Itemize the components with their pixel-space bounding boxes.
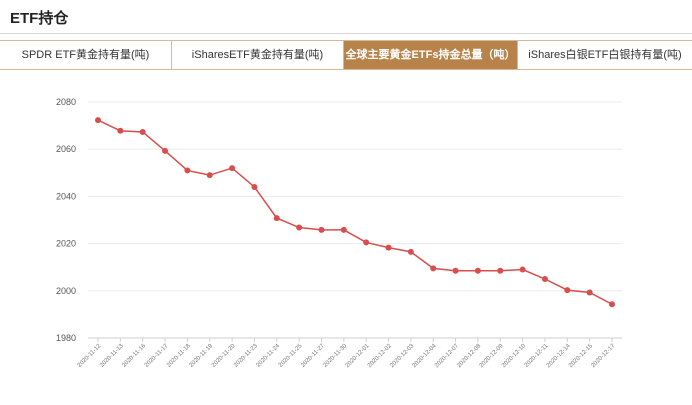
data-point <box>474 267 481 274</box>
tab-spdr-gold[interactable]: SPDR ETF黄金持有量(吨) <box>0 41 172 69</box>
etf-holdings-line-chart: 1980 2000 2020 2040 2060 2080 2020-11-122020-… <box>56 97 622 369</box>
data-point <box>609 301 615 308</box>
data-point <box>139 128 146 135</box>
data-point <box>229 165 236 172</box>
data-point <box>162 147 169 154</box>
data-point <box>251 183 258 190</box>
data-point <box>318 226 325 233</box>
tab-bar: SPDR ETF黄金持有量(吨) iSharesETF黄金持有量(吨) 全球主要… <box>0 40 692 70</box>
y-tick-label: 2080 <box>56 97 76 107</box>
data-point <box>497 267 504 274</box>
data-point <box>541 276 548 282</box>
x-tick-label: 2020-12-17 <box>590 343 616 369</box>
y-tick-label: 1980 <box>56 333 76 343</box>
tab-ishares-silver[interactable]: iShares白银ETF白银持有量(吨) <box>528 49 682 61</box>
data-point <box>385 244 392 251</box>
tab-global-gold-etfs[interactable]: 全球主要黄金ETFs持金总量（吨） <box>344 41 518 69</box>
data-point <box>430 265 437 272</box>
page-title: ETF持仓 <box>10 10 69 27</box>
title-divider <box>0 33 692 34</box>
data-point <box>95 117 101 124</box>
data-point <box>296 224 303 231</box>
data-points <box>95 117 615 308</box>
y-tick-label: 2000 <box>56 286 76 296</box>
x-axis: 2020-11-122020-11-132020-11-162020-11-17… <box>77 338 617 369</box>
data-point <box>117 127 124 134</box>
data-point <box>519 266 526 273</box>
data-point <box>452 267 459 274</box>
data-point <box>340 226 347 233</box>
data-point <box>273 215 280 222</box>
y-axis: 1980 2000 2020 2040 2060 2080 <box>56 97 76 343</box>
series-line <box>97 119 613 305</box>
chart-grid <box>88 101 622 339</box>
data-point <box>184 167 191 174</box>
data-point <box>363 239 370 246</box>
data-point <box>206 172 213 179</box>
y-tick-label: 2040 <box>56 191 76 201</box>
data-point <box>407 248 414 255</box>
data-point <box>586 289 593 296</box>
y-tick-label: 2020 <box>56 239 76 249</box>
tab-ishares-gold[interactable]: iSharesETF黄金持有量(吨) <box>172 41 344 69</box>
data-point <box>564 287 571 294</box>
y-tick-label: 2060 <box>56 144 76 154</box>
